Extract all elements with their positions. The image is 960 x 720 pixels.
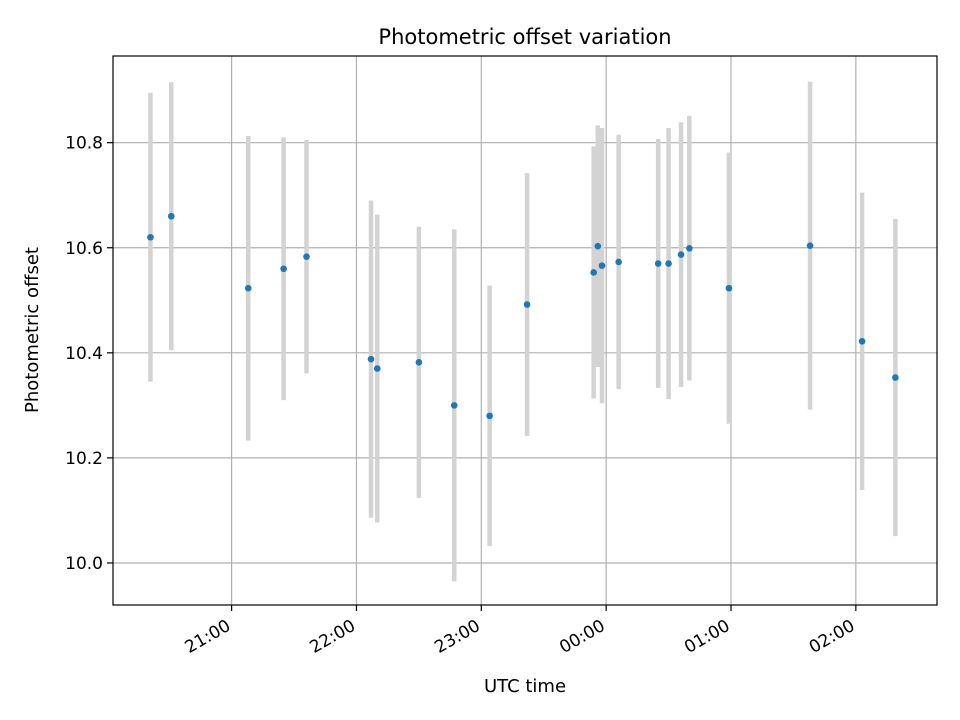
data-point	[415, 358, 423, 366]
data-point	[280, 265, 287, 273]
x-tick-label: 22:00	[307, 616, 359, 658]
plot-frame	[112, 55, 938, 606]
data-point	[677, 251, 685, 258]
data-point	[590, 269, 597, 276]
data-point	[523, 301, 531, 308]
y-axis-label: Photometric offset	[22, 247, 43, 413]
x-tick-label: 21:00	[182, 616, 234, 658]
x-axis-label: UTC time	[484, 676, 566, 697]
data-point	[686, 244, 693, 252]
data-point	[373, 365, 381, 372]
data-point	[892, 374, 899, 381]
x-tick-label: 01:00	[681, 616, 733, 658]
data-point	[450, 402, 458, 409]
x-tick-label: 00:00	[556, 616, 608, 658]
data-point	[367, 355, 375, 363]
data-point	[654, 260, 662, 267]
data-point	[858, 337, 866, 345]
data-point	[806, 242, 814, 249]
data-point	[615, 258, 622, 266]
data-points	[147, 212, 899, 420]
data-point	[598, 262, 606, 269]
chart-title: Photometric offset variation	[378, 25, 671, 49]
error-bars	[148, 81, 898, 582]
y-tick-label: 10.2	[65, 449, 103, 469]
data-point	[594, 242, 602, 250]
data-point	[167, 212, 175, 220]
x-tick-label: 23:00	[431, 616, 483, 658]
data-point	[303, 253, 310, 260]
data-point	[244, 284, 252, 292]
y-tick-label: 10.4	[65, 344, 103, 364]
data-point	[147, 233, 154, 241]
data-point	[665, 260, 672, 267]
x-tick-label: 02:00	[806, 616, 858, 658]
data-point	[725, 284, 733, 292]
data-point	[486, 412, 493, 420]
y-tick-label: 10.8	[65, 134, 103, 154]
y-tick-label: 10.0	[65, 554, 103, 574]
y-tick-label: 10.6	[65, 239, 103, 259]
axis-ticks: 21:00 22:00 23:00 00:00 01:00 02:00 10.0 10.2 10…	[65, 134, 858, 658]
